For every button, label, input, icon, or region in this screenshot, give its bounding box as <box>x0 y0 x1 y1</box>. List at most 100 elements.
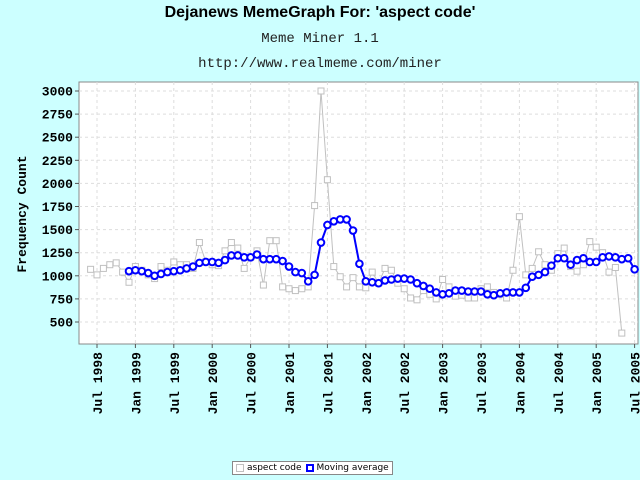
data-point-aspect-code <box>336 273 344 281</box>
data-point-aspect-code <box>112 259 120 267</box>
data-point-aspect-code <box>618 329 626 337</box>
x-tick-label: Jul 2000 <box>245 352 260 415</box>
x-tick-label: Jan 2003 <box>437 352 452 415</box>
x-tick-label: Jan 2000 <box>206 352 221 415</box>
legend: aspect code Moving average <box>232 461 393 475</box>
data-point-aspect-code <box>234 244 242 252</box>
y-tick-label: 1500 <box>42 223 73 238</box>
data-point-aspect-code <box>221 247 229 255</box>
data-point-moving-average <box>425 284 435 294</box>
data-point-aspect-code <box>311 202 319 210</box>
data-point-aspect-code <box>439 275 447 283</box>
data-point-moving-average <box>297 268 307 278</box>
data-point-moving-average <box>406 275 415 284</box>
data-point-aspect-code <box>106 261 114 269</box>
data-point-aspect-code <box>560 244 568 252</box>
data-point-aspect-code <box>240 264 248 272</box>
data-point-aspect-code <box>323 176 331 184</box>
data-point-aspect-code <box>266 237 274 245</box>
data-point-aspect-code <box>535 248 543 256</box>
data-point-aspect-code <box>515 213 523 221</box>
chart-title: Dejanews MemeGraph For: 'aspect code' <box>164 4 476 21</box>
data-point-aspect-code <box>93 271 101 279</box>
data-point-moving-average <box>591 257 601 267</box>
data-point-moving-average <box>630 265 639 274</box>
y-tick-label: 750 <box>50 292 74 307</box>
data-point-moving-average <box>540 267 550 277</box>
data-point-aspect-code <box>355 283 363 291</box>
data-point-aspect-code <box>170 258 178 266</box>
x-tick-label: Jul 1999 <box>168 352 183 415</box>
legend-item-raw: aspect code <box>236 463 302 473</box>
data-point-moving-average <box>342 215 351 224</box>
source-url: http://www.realmeme.com/miner <box>198 56 442 72</box>
data-point-aspect-code <box>509 266 517 274</box>
data-point-aspect-code <box>362 284 370 292</box>
data-point-aspect-code <box>413 296 421 304</box>
chart-subtitle: Meme Miner 1.1 <box>261 31 379 47</box>
data-point-aspect-code <box>285 285 293 293</box>
plot-area <box>78 81 639 345</box>
data-point-aspect-code <box>343 283 351 291</box>
x-tick-label: Jan 2004 <box>513 352 528 415</box>
data-point-aspect-code <box>592 243 600 251</box>
x-tick-label: Jul 2002 <box>398 352 413 415</box>
data-point-moving-average <box>579 253 588 263</box>
data-point-aspect-code <box>119 268 127 276</box>
data-point-moving-average <box>188 262 198 271</box>
data-point-aspect-code <box>279 283 287 291</box>
y-tick-label: 2750 <box>42 108 73 123</box>
data-point-aspect-code <box>445 283 453 291</box>
legend-swatch-average <box>305 464 314 472</box>
data-point-aspect-code <box>541 261 549 269</box>
data-point-aspect-code <box>611 263 619 271</box>
data-point-aspect-code <box>522 271 530 279</box>
data-point-aspect-code <box>464 294 472 302</box>
data-point-moving-average <box>515 288 524 297</box>
legend-item-average: Moving average <box>305 463 389 473</box>
y-tick-label: 2000 <box>42 177 73 192</box>
data-point-aspect-code <box>125 278 133 286</box>
legend-label-raw: aspect code <box>247 463 302 473</box>
data-point-aspect-code <box>579 261 587 269</box>
data-point-aspect-code <box>87 265 95 273</box>
data-point-moving-average <box>278 256 287 266</box>
data-point-aspect-code <box>259 281 267 289</box>
y-tick-label: 500 <box>50 316 74 331</box>
x-tick-label: Jul 1998 <box>91 352 106 415</box>
data-point-moving-average <box>547 261 556 270</box>
data-point-moving-average <box>559 253 569 263</box>
data-point-moving-average <box>303 277 313 286</box>
x-tick-label: Jan 2001 <box>283 352 298 415</box>
y-axis-label: Frequency Count <box>15 155 30 272</box>
data-point-aspect-code <box>349 274 357 282</box>
data-point-aspect-code <box>157 263 165 271</box>
series-aspect-code <box>87 87 626 337</box>
data-point-aspect-code <box>400 285 408 293</box>
data-point-aspect-code <box>573 267 581 275</box>
legend-swatch-raw <box>236 464 244 472</box>
x-tick-label: Jan 1999 <box>129 352 144 415</box>
data-point-aspect-code <box>298 285 306 293</box>
data-point-moving-average <box>220 255 230 265</box>
data-point-moving-average <box>566 260 575 270</box>
axes: 500 750 1000 1250 1500 1750 2000 2250 2500 2750 30… <box>42 85 640 415</box>
y-tick-label: 1750 <box>42 200 73 215</box>
data-point-moving-average <box>284 262 294 271</box>
data-point-aspect-code <box>291 287 299 295</box>
y-tick-label: 2500 <box>42 131 73 146</box>
data-point-aspect-code <box>432 295 440 303</box>
data-point-aspect-code <box>272 237 280 245</box>
data-point-aspect-code <box>407 294 415 302</box>
data-point-moving-average <box>521 283 531 293</box>
x-tick-label: Jul 2004 <box>552 352 567 415</box>
data-point-aspect-code <box>330 263 338 271</box>
data-point-moving-average <box>252 250 262 259</box>
data-point-aspect-code <box>483 283 491 291</box>
data-point-aspect-code <box>368 268 376 276</box>
y-tick-label: 1000 <box>42 269 73 284</box>
y-tick-label: 3000 <box>42 85 73 100</box>
data-point-moving-average <box>316 238 326 247</box>
data-point-moving-average <box>623 253 633 263</box>
